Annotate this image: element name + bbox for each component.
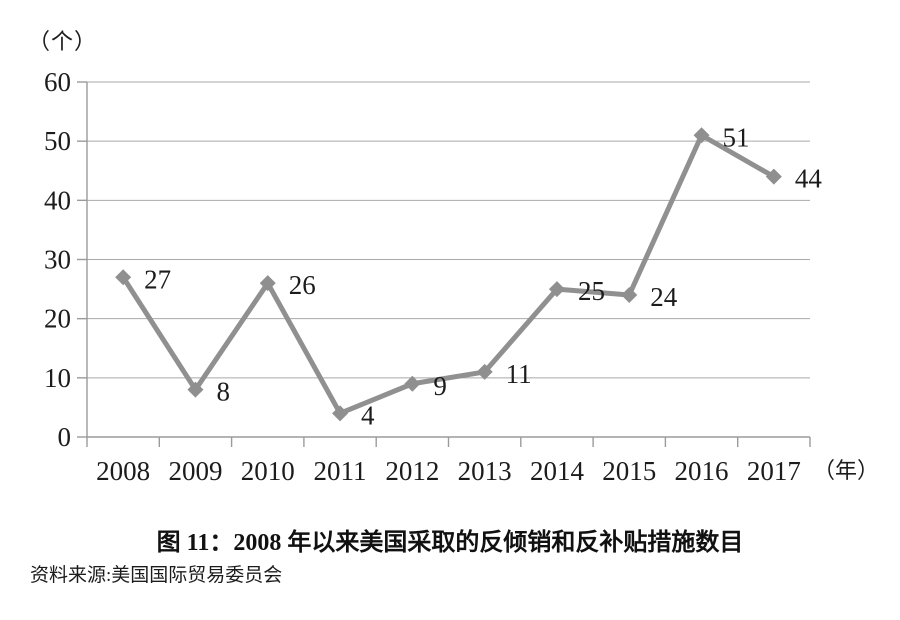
data-label: 8: [216, 377, 230, 407]
data-point: [548, 281, 565, 298]
x-tick-label: 2017: [747, 456, 801, 486]
data-label: 51: [723, 122, 750, 152]
y-tick-label: 20: [44, 304, 71, 334]
x-tick-label: 2009: [168, 456, 222, 486]
y-tick-label: 30: [44, 245, 71, 275]
data-point: [693, 127, 710, 144]
data-point: [476, 363, 493, 380]
x-tick-label: 2013: [458, 456, 512, 486]
y-tick-label: 0: [58, 422, 72, 452]
data-label: 26: [289, 270, 316, 300]
data-point: [259, 275, 276, 292]
data-point: [115, 269, 132, 286]
data-point: [765, 168, 782, 185]
x-tick-label: 2016: [675, 456, 729, 486]
data-point: [187, 381, 204, 398]
figure-caption: 图 11：2008 年以来美国采取的反倾销和反补贴措施数目: [156, 530, 744, 556]
data-label: 25: [578, 276, 605, 306]
x-axis-suffix-label: （年）: [813, 458, 879, 483]
data-label: 24: [650, 282, 678, 312]
y-axis-unit-label: （个）: [28, 29, 98, 54]
data-label: 9: [433, 371, 447, 401]
y-tick-label: 50: [44, 126, 71, 156]
data-point: [332, 405, 349, 422]
chart-svg: 0 10 20 30 40 50 60 2008 2009 2010 2011 2012 2013 201…: [44, 67, 879, 486]
x-tick-label: 2012: [385, 456, 439, 486]
y-tick-label: 40: [44, 185, 71, 215]
data-point: [404, 375, 421, 392]
y-tick-label: 60: [44, 67, 71, 97]
y-tick-label: 10: [44, 363, 71, 393]
x-tick-label: 2015: [602, 456, 656, 486]
data-label: 4: [361, 400, 375, 430]
data-label: 11: [506, 359, 532, 389]
x-tick-label: 2011: [314, 456, 367, 486]
x-tick-label: 2008: [96, 456, 150, 486]
figure-source: 资料来源:美国国际贸易委员会: [30, 565, 283, 586]
series-line: [121, 132, 776, 416]
data-label: 27: [144, 264, 171, 294]
x-tick-label: 2010: [241, 456, 295, 486]
x-tick-label: 2014: [530, 456, 585, 486]
data-point: [621, 287, 638, 303]
data-label: 44: [795, 164, 823, 194]
